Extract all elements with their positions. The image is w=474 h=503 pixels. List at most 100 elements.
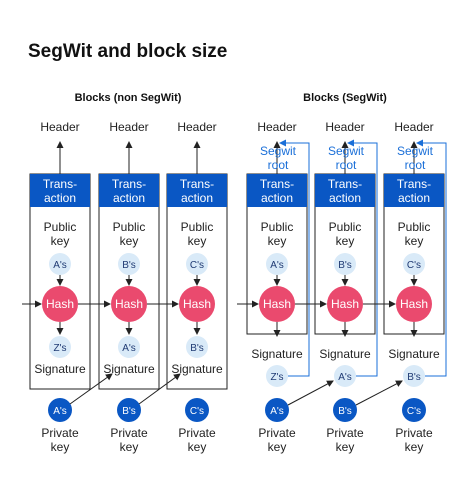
segwit-block-1: HeaderSegwitrootTrans-actionPublickeyA's… [246,120,310,454]
signature-label: Signature [251,347,303,361]
private-key-circle [402,398,426,422]
public-key-label: key [336,234,355,248]
header-label: Header [40,120,79,134]
transaction-label: action [44,191,76,205]
hash-label: Hash [400,297,428,311]
private-key-circle [333,398,357,422]
public-key-label: Public [398,220,431,234]
private-key-owner: C's [407,406,421,417]
public-key-circle [118,253,140,275]
signature-owner: A's [122,343,136,354]
diagram-title: SegWit and block size [28,41,227,62]
transaction-label: Trans- [43,177,77,191]
segwit-root-path [279,139,310,377]
signature-owner: B's [190,343,204,354]
public-key-circle [403,253,425,275]
right-section-title: Blocks (SegWit) [303,92,387,104]
private-to-next-block-arrow [69,373,113,405]
transaction-label: action [398,191,430,205]
hash-label: Hash [263,297,291,311]
transaction-bar [167,174,227,207]
hash-circle [327,286,363,322]
segwit-root-label: root [336,158,357,172]
public-key-label: key [51,234,70,248]
transaction-bar [384,174,444,207]
private-key-label: Private [110,426,148,440]
signature-owner: Z's [270,372,283,383]
public-key-label: Public [181,220,214,234]
transaction-label: action [261,191,293,205]
transaction-label: Trans- [260,177,294,191]
signature-circle [266,365,288,387]
hash-circle [42,286,78,322]
public-key-label: key [120,234,139,248]
signature-circle [334,365,356,387]
transaction-label: Trans- [328,177,362,191]
private-key-circle [117,398,141,422]
hash-label: Hash [183,297,211,311]
transaction-bar [99,174,159,207]
hash-circle [111,286,147,322]
segwit-blocks: HeaderSegwitrootTrans-actionPublickeyA's… [237,120,447,454]
transaction-bar [30,174,90,207]
public-key-label: Public [329,220,362,234]
segwit-block-2: HeaderSegwitrootTrans-actionPublickeyB's… [314,120,378,454]
hash-circle [259,286,295,322]
private-key-label: key [188,440,207,454]
header-label: Header [177,120,216,134]
private-key-label: key [268,440,287,454]
private-key-label: key [51,440,70,454]
segwit-root-label: root [268,158,289,172]
public-key-label: key [405,234,424,248]
hash-circle [179,286,215,322]
segwit-root-path [347,139,378,377]
private-key-owner: A's [270,406,284,417]
segwit-root-label: Segwit [328,144,365,158]
public-key-owner: A's [53,260,67,271]
private-key-owner: B's [122,406,136,417]
public-key-owner: C's [407,260,421,271]
header-label: Header [257,120,296,134]
private-key-label: Private [326,426,364,440]
hash-label: Hash [331,297,359,311]
public-key-circle [186,253,208,275]
public-key-circle [334,253,356,275]
signature-label: Signature [34,362,86,376]
signature-label: Signature [319,347,371,361]
signature-owner: A's [338,372,352,383]
hash-label: Hash [46,297,74,311]
non-segwit-blocks: HeaderTrans-actionPublickeyA'sHashZ'sSig… [22,120,228,454]
signature-circle [403,365,425,387]
public-key-label: Public [44,220,77,234]
private-key-label: Private [178,426,216,440]
private-key-label: Private [258,426,296,440]
private-key-label: key [336,440,355,454]
public-key-owner: B's [122,260,136,271]
segwit-root-label: root [405,158,426,172]
transaction-label: action [181,191,213,205]
header-label: Header [109,120,148,134]
private-to-next-block-arrow [355,380,403,406]
signature-owner: Z's [53,343,66,354]
header-label: Header [394,120,433,134]
transaction-bar [247,174,307,207]
public-key-label: Public [261,220,294,234]
private-key-owner: B's [338,406,352,417]
private-to-next-block-arrow [138,373,181,405]
private-key-circle [185,398,209,422]
header-label: Header [325,120,364,134]
public-key-circle [266,253,288,275]
signature-circle [118,336,140,358]
signature-circle [49,336,71,358]
public-key-owner: C's [190,260,204,271]
private-key-owner: C's [190,406,204,417]
private-key-label: Private [41,426,79,440]
private-key-circle [265,398,289,422]
public-key-label: Public [113,220,146,234]
transaction-bar [315,174,375,207]
hash-label: Hash [115,297,143,311]
segwit-root-path [416,139,447,377]
private-key-label: key [120,440,139,454]
hash-circle [396,286,432,322]
